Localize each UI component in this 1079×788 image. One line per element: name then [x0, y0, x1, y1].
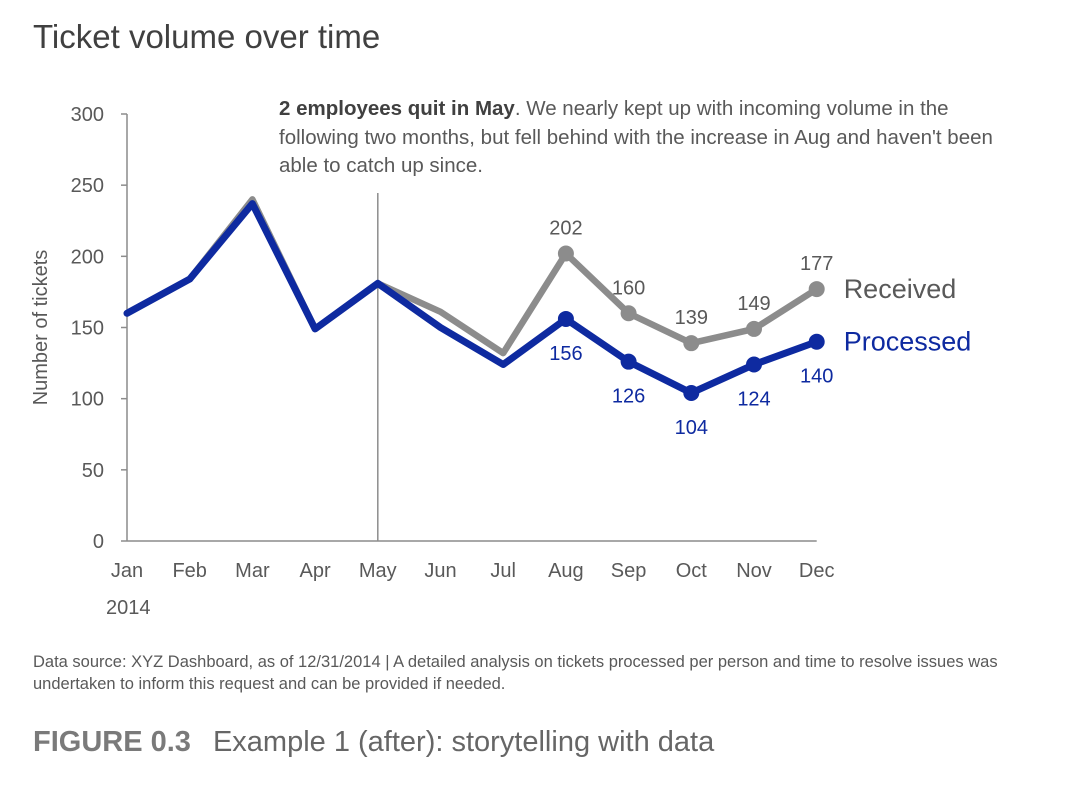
data-label-processed: 124 — [737, 389, 770, 411]
series-line-processed — [123, 200, 821, 397]
x-tick-label: Oct — [676, 560, 708, 582]
data-label-received: 149 — [737, 293, 770, 315]
data-point-processed — [620, 353, 637, 370]
x-year-label: 2014 — [106, 597, 151, 619]
chart-title: Ticket volume over time — [33, 18, 381, 55]
annotation-text: 2 employees quit in May. We nearly kept … — [279, 95, 1019, 181]
data-point-processed — [683, 384, 700, 401]
y-tick-label: 0 — [93, 531, 104, 553]
figure-caption: FIGURE 0.3 Example 1 (after): storytellin… — [33, 726, 714, 759]
data-label-processed: 104 — [675, 417, 708, 439]
x-tick-label: Mar — [235, 560, 270, 582]
x-tick-label: Jun — [424, 560, 456, 582]
y-tick-label: 250 — [71, 175, 104, 197]
y-tick-label: 150 — [71, 318, 104, 340]
data-label-received: 177 — [800, 253, 833, 275]
x-tick-label: Nov — [736, 560, 772, 582]
data-label-processed: 156 — [549, 343, 582, 365]
data-point-processed — [746, 356, 762, 373]
figure-number: FIGURE 0.3 — [33, 726, 191, 758]
y-axis-title: Number of tickets — [30, 250, 52, 406]
series-label-processed: Processed — [844, 327, 972, 357]
data-labels: 202 160 139 149 177 Received 156 126 104 124 140 Pr… — [549, 217, 971, 438]
data-point-received — [746, 320, 762, 337]
data-point-received — [683, 335, 700, 352]
x-tick-label: Sep — [611, 560, 647, 582]
data-label-received: 202 — [549, 217, 582, 239]
footnote: Data source: XYZ Dashboard, as of 12/31/… — [33, 653, 998, 693]
series-label-received: Received — [844, 274, 957, 304]
line-chart: 0 50 100 150 200 250 300 Jan Feb Mar Apr May Jun Jul A… — [30, 104, 971, 619]
y-tick-label: 200 — [71, 246, 104, 268]
data-point-processed — [808, 333, 825, 350]
data-point-received — [808, 281, 825, 298]
y-tick-label: 100 — [71, 389, 104, 411]
x-tick-label: Dec — [799, 560, 835, 582]
x-tick-label: Jan — [111, 560, 143, 582]
annotation-rest: . We nearly kept up with incoming volume… — [279, 97, 993, 177]
annotation-bold: 2 employees quit in May — [279, 97, 515, 120]
x-tick-label: Feb — [172, 560, 206, 582]
axes: 0 50 100 150 200 250 300 Jan Feb Mar Apr May Jun Jul A… — [30, 104, 834, 619]
figure-caption-text: Example 1 (after): storytelling with dat… — [212, 726, 715, 758]
data-point-received — [557, 245, 574, 262]
x-tick-label: Aug — [548, 560, 584, 582]
series-line-received — [123, 196, 820, 357]
data-point-received — [620, 305, 637, 322]
data-point-processed — [557, 310, 574, 327]
x-tick-label: Apr — [300, 560, 331, 582]
data-label-processed: 126 — [612, 386, 645, 408]
data-label-received: 139 — [675, 307, 708, 329]
y-tick-label: 50 — [82, 460, 104, 482]
x-tick-label: Jul — [490, 560, 516, 582]
series-lines — [123, 196, 825, 401]
y-tick-label: 300 — [71, 104, 104, 126]
x-tick-label: May — [359, 560, 397, 582]
data-label-received: 160 — [612, 277, 645, 299]
data-label-processed: 140 — [800, 366, 833, 388]
